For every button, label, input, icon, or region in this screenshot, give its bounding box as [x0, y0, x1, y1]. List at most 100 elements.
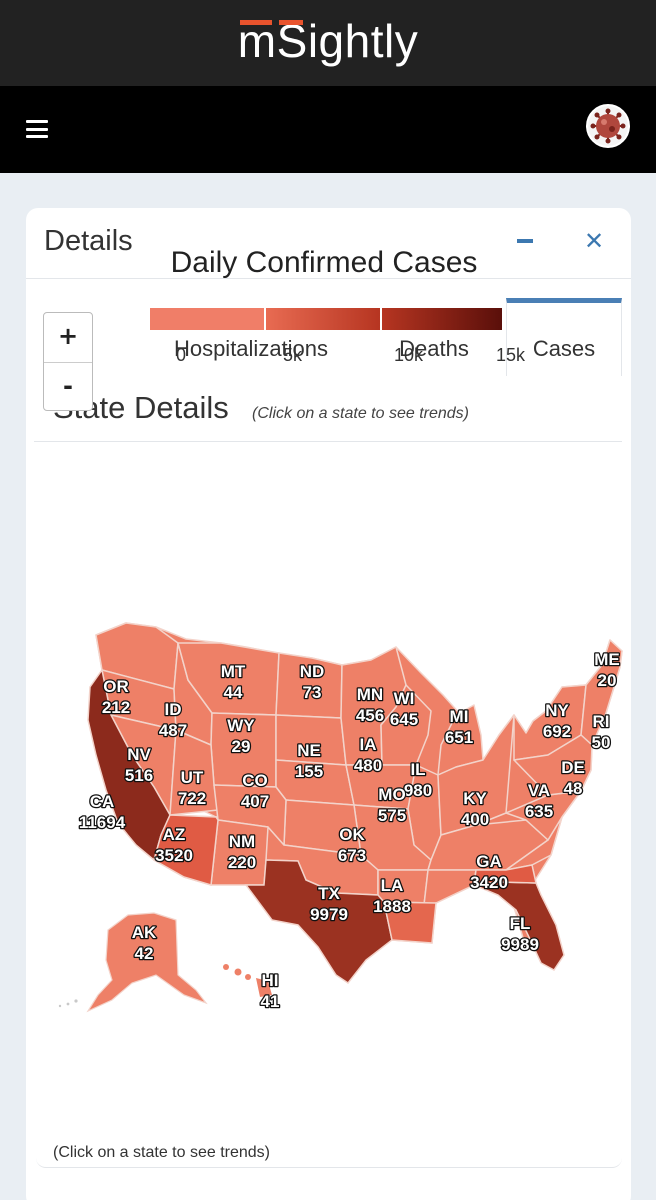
state-value-label: 407: [241, 792, 269, 811]
state-shape-ga-med: [473, 864, 537, 886]
state-value-label: 400: [461, 810, 489, 829]
color-scale-legend: [150, 308, 502, 330]
state-value-label: 50: [592, 733, 611, 752]
state-value-label: 3520: [155, 846, 193, 865]
state-value-label: 673: [338, 846, 366, 865]
state-code-label: ND: [300, 662, 325, 681]
state-value-label: 3420: [470, 873, 508, 892]
chart-frame: [36, 442, 622, 1168]
minus-icon[interactable]: [515, 230, 535, 250]
logo-rest: ightly: [307, 15, 419, 67]
state-code-label: GA: [476, 852, 502, 871]
footer-hint: (Click on a state to see trends): [53, 1144, 270, 1161]
zoom-control: + -: [43, 312, 93, 411]
state-code-label: DE: [561, 758, 585, 777]
state-code-label: NV: [127, 745, 151, 764]
state-code-label: KY: [463, 789, 487, 808]
brand-logo[interactable]: mSightly: [0, 14, 656, 68]
hamburger-icon[interactable]: [26, 120, 48, 138]
state-code-label: OK: [339, 825, 365, 844]
state-code-label: TX: [318, 884, 340, 903]
close-icon[interactable]: ✕: [583, 227, 605, 255]
state-shape-tx: [244, 859, 393, 985]
state-code-label: NY: [545, 701, 569, 720]
state-code-label: OR: [103, 677, 129, 696]
state-value-label: 29: [232, 737, 251, 756]
nav-bar: [0, 86, 656, 173]
aleutian-islands: [58, 999, 78, 1008]
state-code-label: AK: [132, 923, 157, 942]
legend-tick-15k: 15k: [496, 345, 526, 365]
state-shape-de-md-nj: [513, 734, 593, 796]
tab-bar: Hospitalizations Deaths Cases: [26, 298, 631, 378]
state-value-label: 73: [303, 683, 322, 702]
state-shape-az-med: [153, 814, 219, 886]
state-value-label: 9979: [310, 905, 348, 924]
state-value-label: 980: [404, 781, 432, 800]
state-value-label: 722: [178, 789, 206, 808]
card-header: Details ✕: [26, 208, 631, 279]
state-value-label: 42: [135, 944, 154, 963]
state-shape-hi: [223, 964, 272, 997]
state-value-label: 651: [445, 728, 473, 747]
state-code-label: IA: [360, 735, 377, 754]
tab-hospitalizations[interactable]: Hospitalizations: [173, 336, 329, 361]
state-shape-ms-al: [423, 869, 477, 906]
state-code-label: IL: [410, 760, 425, 779]
zoom-out-button[interactable]: -: [44, 362, 92, 411]
brand-bar: mSightly mSightly: [0, 0, 656, 86]
state-code-label: MN: [357, 685, 383, 704]
state-code-label: VA: [528, 781, 550, 800]
state-shape-ca: [87, 668, 171, 862]
state-code-label: UT: [181, 768, 204, 787]
state-value-label: 575: [378, 806, 406, 825]
legend-tick-5k: 5k: [283, 345, 303, 365]
state-value-label: 516: [125, 766, 153, 785]
state-value-label: 44: [224, 683, 243, 702]
state-value-label: 480: [354, 756, 382, 775]
state-shape-la-med: [383, 901, 437, 944]
legend-tick-10k: 10k: [394, 345, 424, 365]
state-value-label: 20: [598, 671, 617, 690]
state-shape-ak: [86, 912, 208, 1013]
scale-segment: [266, 308, 382, 330]
state-value-label: 155: [295, 762, 323, 781]
state-labels: OR 212 ID 487 MT 44 ND 73 MN 456 WI 645 MI 651 NY 692 ME…: [78, 649, 622, 1013]
state-code-label: ID: [165, 700, 182, 719]
state-code-label: AZ: [163, 825, 186, 844]
tab-deaths[interactable]: Deaths: [399, 336, 469, 361]
state-code-label: MO: [378, 785, 405, 804]
state-code-label: WY: [227, 716, 255, 735]
state-value-label: 48: [564, 779, 583, 798]
state-value-label: 487: [159, 721, 187, 740]
state-value-label: 1888: [373, 897, 411, 916]
state-value-label: 220: [228, 853, 256, 872]
state-code-label: WI: [394, 689, 415, 708]
card-title: Details: [44, 225, 133, 257]
divider: [34, 441, 622, 442]
state-value-label: 692: [543, 722, 571, 741]
state-code-label: FL: [510, 914, 531, 933]
tab-cases[interactable]: Cases: [506, 298, 622, 376]
state-code-label: CA: [90, 792, 115, 811]
state-code-label: CO: [242, 771, 268, 790]
us-map[interactable]: OR 212 ID 487 MT 44 ND 73 MN 456 WI 645 MI 651 NY 692 ME…: [36, 415, 626, 1025]
virus-avatar-icon[interactable]: [586, 104, 630, 148]
scale-segment: [382, 308, 502, 330]
chart-title: Daily Confirmed Cases: [170, 246, 478, 279]
state-code-label: ME: [594, 650, 620, 669]
logo-accent-m: m: [237, 15, 277, 67]
state-code-label: RI: [593, 712, 610, 731]
state-code-label: LA: [381, 876, 404, 895]
zoom-in-button[interactable]: +: [57, 322, 79, 350]
state-code-label: MT: [221, 662, 246, 681]
state-value-label: 645: [390, 710, 418, 729]
state-code-label: NE: [297, 741, 321, 760]
state-value-label: 635: [525, 802, 553, 821]
state-value-label: 212: [102, 698, 130, 717]
state-value-label: 456: [356, 706, 384, 725]
logo-accent-s: S: [276, 15, 308, 67]
state-value-label: 9989: [501, 935, 539, 954]
section-hint: (Click on a state to see trends): [252, 405, 469, 422]
state-value-label: 41: [261, 992, 280, 1011]
